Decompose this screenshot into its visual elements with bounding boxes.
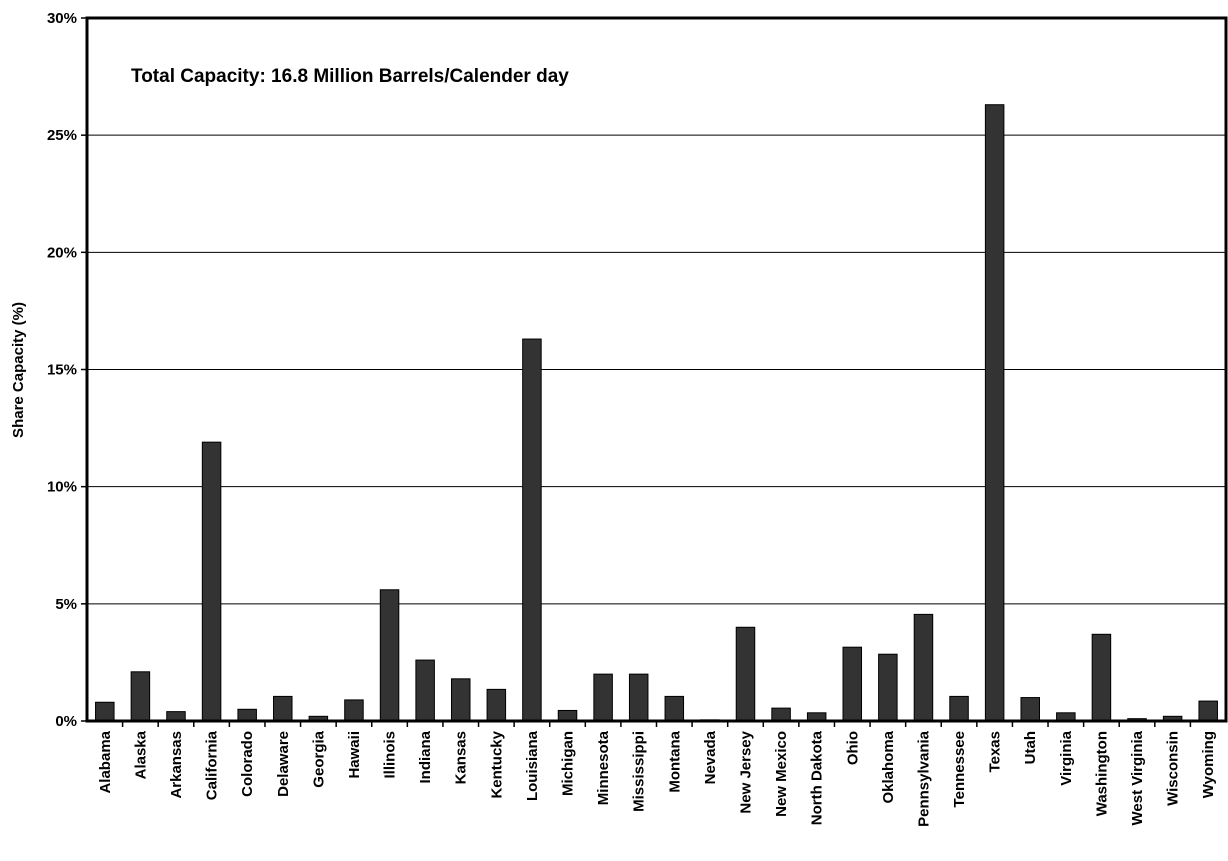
x-tick-label: Alabama [97,730,114,793]
x-tick-label: California [204,730,221,800]
x-tick-label: Texas [987,731,1004,772]
bar [557,709,578,722]
bar [771,707,791,722]
y-tick-label: 0% [55,713,77,730]
x-tick-label: Utah [1022,731,1039,764]
x-tick-label: Indiana [417,730,434,783]
bar [522,338,542,722]
x-tick-label: Mississippi [631,731,648,812]
bar [984,104,1005,722]
y-tick-label: 30% [47,10,77,27]
bar [1091,633,1112,722]
x-tick-label: Colorado [239,731,256,797]
x-tick-label: Wyoming [1200,731,1217,798]
y-tick-label: 10% [47,479,77,496]
x-tick-label: Kentucky [488,730,505,798]
x-tick-label: Ohio [844,731,861,765]
x-tick-label: New Jersey [737,730,754,813]
bar [415,659,435,722]
x-tick-label: Georgia [310,730,327,787]
bar [628,673,649,722]
x-tick-label: Delaware [275,731,292,797]
y-tick-label: 15% [47,362,77,379]
x-tick-label: Pennsylvania [915,730,932,827]
x-tick-label: Wisconsin [1165,731,1182,806]
bar [949,695,969,722]
bar [273,695,293,722]
x-tick-label: New Mexico [773,731,790,817]
x-tick-label: Alaska [132,730,149,779]
gridlines [87,134,1226,605]
bar [664,695,685,722]
bar [1020,697,1040,722]
bar [735,626,756,722]
x-tick-label: Washington [1093,731,1110,816]
x-tick-label: Oklahoma [880,730,897,803]
bars [95,104,1218,722]
x-tick-label: North Dakota [809,730,826,825]
bar [1198,700,1218,722]
x-tick-label: Montana [666,730,683,792]
x-tick-label: West Virginia [1129,730,1146,825]
y-tick-label: 20% [47,244,77,261]
x-axis: Alabama Alaska Arkansas California Colorado D… [97,721,1217,827]
bar [237,708,257,722]
bar [486,688,507,722]
x-tick-label: Minnesota [595,730,612,805]
chart-title: Total Capacity: 16.8 Million Barrels/Cal… [131,66,569,87]
x-tick-label: Arkansas [168,731,185,799]
x-tick-label: Michigan [560,731,577,796]
bar [842,646,863,722]
x-tick-label: Hawaii [346,731,363,779]
bar [913,613,934,722]
bar [344,699,364,722]
x-tick-label: Louisiana [524,730,541,801]
bar [593,673,613,722]
bar [450,678,471,722]
x-tick-label: Nevada [702,730,719,784]
x-tick-label: Tennessee [951,731,968,807]
x-tick-label: Kansas [453,731,470,784]
y-tick-label: 5% [55,596,77,613]
y-axis: 0% 5% 10% 15% 20% 25% 30% [47,10,87,730]
bar [201,441,222,722]
bar [95,701,115,722]
bar [130,671,151,722]
bar [379,589,400,722]
bar [878,653,898,722]
y-axis-label: Share Capacity (%) [10,302,27,438]
y-tick-label: 25% [47,127,77,144]
x-tick-label: Illinois [382,731,399,779]
x-tick-label: Virginia [1058,730,1075,785]
